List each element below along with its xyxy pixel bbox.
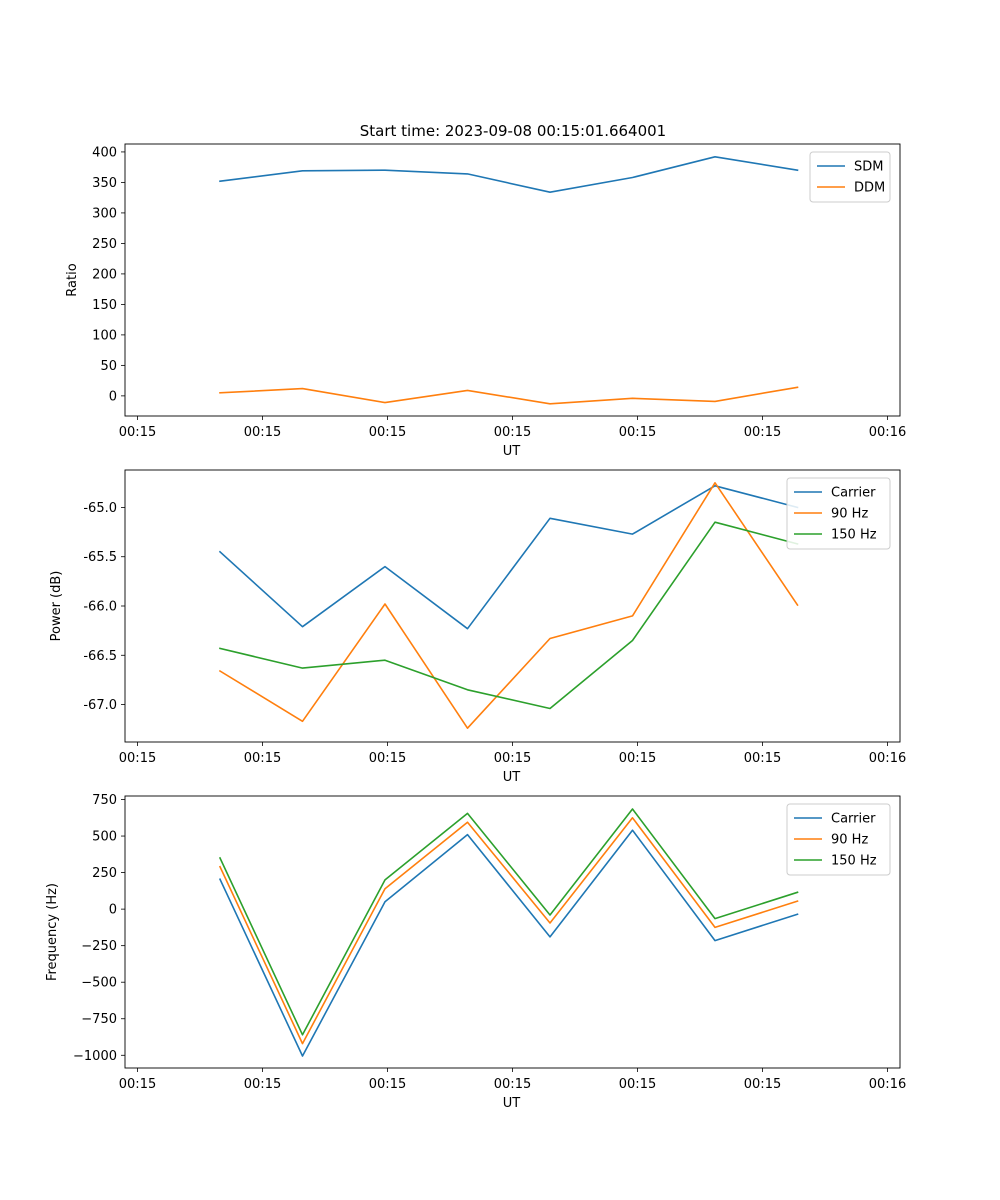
- x-tick-label: 00:15: [119, 425, 156, 440]
- x-tick-label: 00:16: [869, 1077, 906, 1092]
- y-tick-label: 0: [109, 389, 117, 404]
- y-axis-label: Power (dB): [49, 571, 64, 642]
- y-tick-label: 200: [92, 267, 117, 282]
- plot-frame: [124, 795, 901, 1069]
- y-tick-label: -67.0: [83, 698, 117, 713]
- y-tick-label: −1000: [73, 1049, 117, 1064]
- series-line-sdm: [219, 156, 799, 193]
- legend-label: DDM: [854, 181, 885, 196]
- legend-box: [786, 477, 891, 550]
- chart-panel-1: 00:15 00:15 00:15 00:15 00:15 00:15 00:16 400 35…: [65, 143, 906, 459]
- x-tick-label: 00:15: [494, 1077, 531, 1092]
- x-tick-label: 00:15: [244, 425, 281, 440]
- x-tick-label: 00:15: [494, 751, 531, 766]
- series-line-90-hz: [218, 481, 799, 730]
- legend-box: [809, 151, 891, 203]
- chart-panel-2: 00:15 00:15 00:15 00:15 00:15 00:15 00:16 -65.0…: [49, 469, 906, 785]
- x-tick-label: 00:15: [744, 751, 781, 766]
- x-tick-label: 00:15: [369, 425, 406, 440]
- legend-label: 150 Hz: [831, 854, 877, 869]
- y-axis-label: Frequency (Hz): [45, 883, 60, 981]
- y-axis-label: Ratio: [65, 263, 80, 296]
- legend-label: 150 Hz: [831, 528, 877, 543]
- y-tick-label: 300: [92, 206, 117, 221]
- x-tick-label: 00:16: [869, 425, 906, 440]
- series-line-ddm: [219, 386, 799, 405]
- x-tick-label: 00:15: [369, 1077, 406, 1092]
- plot-frame: [124, 143, 901, 417]
- series-line-carrier: [218, 829, 799, 1057]
- x-tick-label: 00:15: [244, 1077, 281, 1092]
- y-tick-label: -66.0: [83, 600, 117, 615]
- chart-panels: 00:15 00:15 00:15 00:15 00:15 00:15 00:16 400 35…: [45, 143, 906, 1111]
- figure-title: Start time: 2023-09-08 00:15:01.664001: [360, 122, 666, 140]
- legend-label: Carrier: [831, 486, 876, 501]
- legend-label: Carrier: [831, 812, 876, 827]
- x-tick-label: 00:15: [619, 751, 656, 766]
- series-line-150-hz: [218, 808, 799, 1036]
- y-tick-label: 250: [92, 237, 117, 252]
- y-tick-label: 100: [92, 328, 117, 343]
- legend-label: SDM: [854, 160, 883, 175]
- x-axis-label: UT: [503, 1096, 521, 1111]
- y-tick-label: 500: [92, 830, 117, 845]
- x-tick-label: 00:15: [244, 751, 281, 766]
- y-tick-label: 350: [92, 176, 117, 191]
- series-line-150-hz: [219, 521, 799, 710]
- series-line-90-hz: [218, 816, 799, 1045]
- x-tick-label: 00:16: [869, 751, 906, 766]
- y-tick-label: 250: [92, 866, 117, 881]
- legend-label: 90 Hz: [831, 507, 868, 522]
- x-tick-label: 00:15: [619, 1077, 656, 1092]
- y-tick-label: 50: [100, 359, 117, 374]
- x-tick-label: 00:15: [494, 425, 531, 440]
- series-line-carrier: [218, 484, 799, 630]
- x-tick-label: 00:15: [744, 425, 781, 440]
- legend-box: [786, 803, 891, 876]
- legend: Carrier 90 Hz 150 Hz: [786, 803, 891, 876]
- plot-frame: [124, 469, 901, 743]
- x-axis-label: UT: [503, 444, 521, 459]
- y-tick-label: -66.5: [83, 649, 117, 664]
- x-axis-label: UT: [503, 770, 521, 785]
- y-tick-label: 150: [92, 298, 117, 313]
- x-tick-label: 00:15: [744, 1077, 781, 1092]
- y-tick-label: -65.0: [83, 501, 117, 516]
- x-tick-label: 00:15: [619, 425, 656, 440]
- legend: SDM DDM: [809, 151, 891, 203]
- y-tick-label: -65.5: [83, 550, 117, 565]
- legend-label: 90 Hz: [831, 833, 868, 848]
- y-tick-label: 400: [92, 145, 117, 160]
- y-tick-label: −750: [81, 1012, 117, 1027]
- y-tick-label: 750: [92, 793, 117, 808]
- y-tick-label: −250: [81, 939, 117, 954]
- chart-panel-3: 00:15 00:15 00:15 00:15 00:15 00:15 00:16 750 50…: [45, 793, 906, 1111]
- x-tick-label: 00:15: [369, 751, 406, 766]
- x-tick-label: 00:15: [119, 1077, 156, 1092]
- legend: Carrier 90 Hz 150 Hz: [786, 477, 891, 550]
- y-tick-label: 0: [109, 903, 117, 918]
- x-tick-label: 00:15: [119, 751, 156, 766]
- y-tick-label: −500: [81, 976, 117, 991]
